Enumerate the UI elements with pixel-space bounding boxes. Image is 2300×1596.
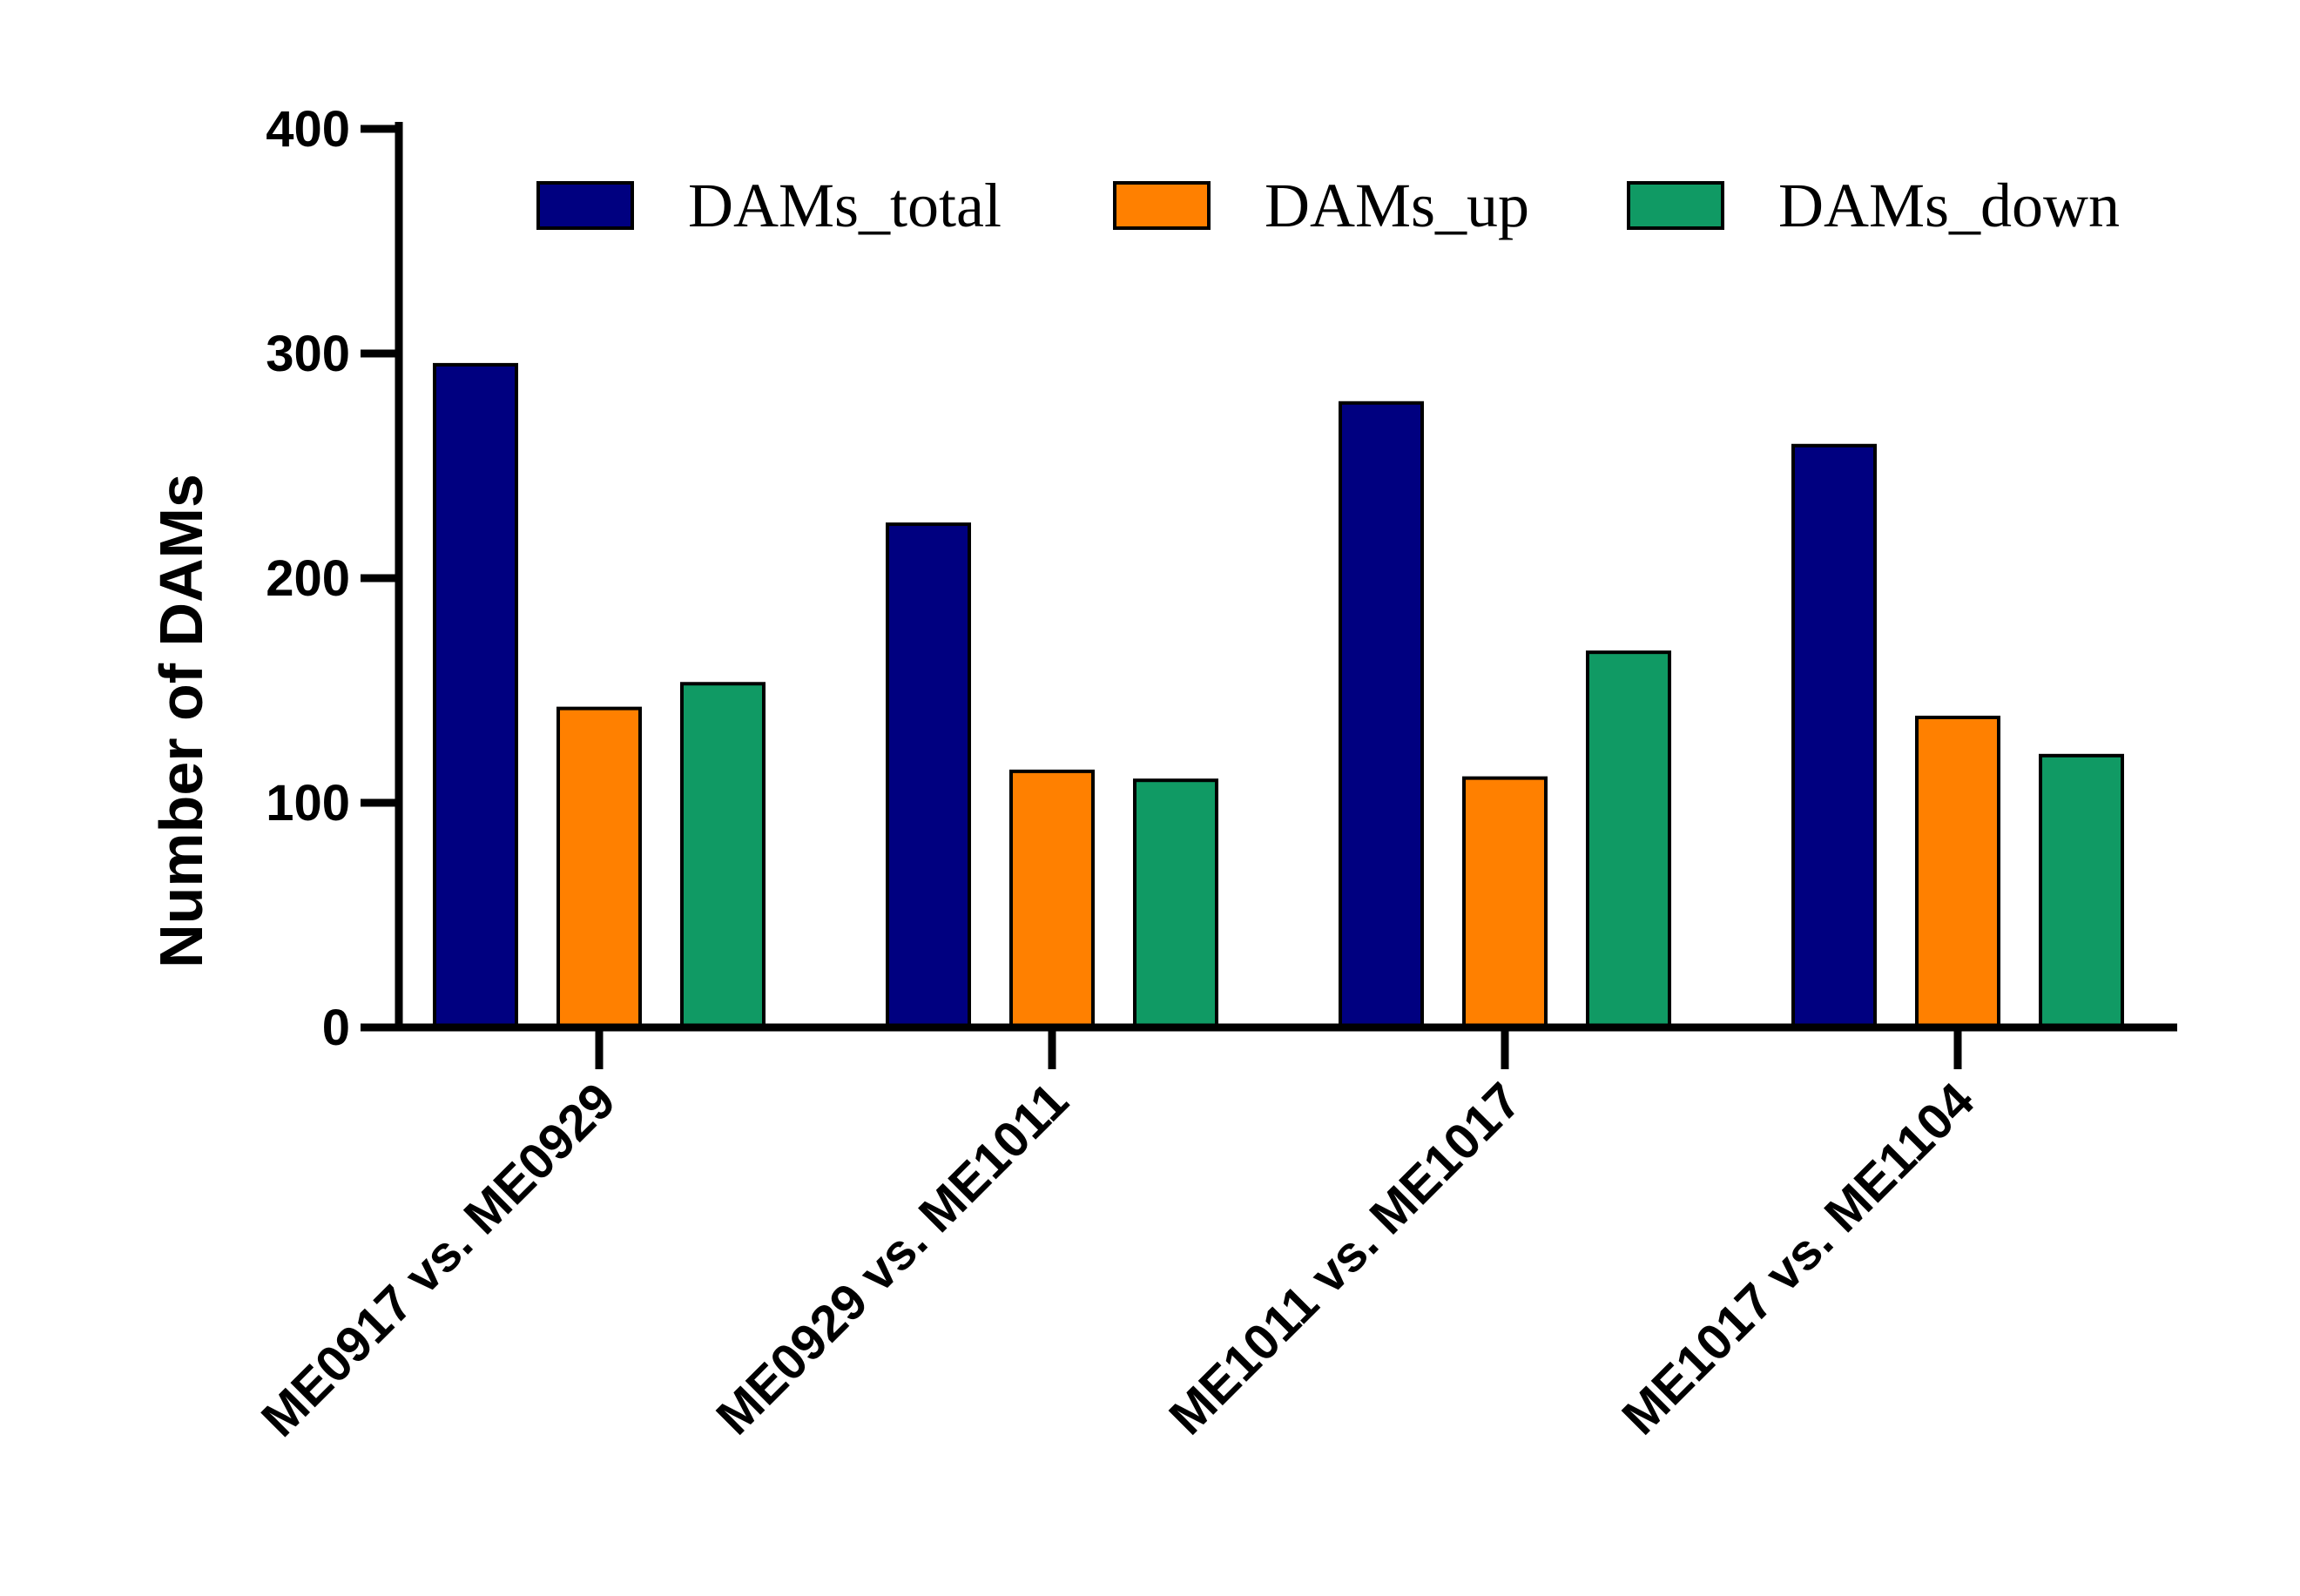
legend-label-dams-down: DAMs_down bbox=[1778, 171, 2120, 240]
legend-label-dams-up: DAMs_up bbox=[1265, 171, 1529, 240]
bar-dams-down-2 bbox=[1133, 778, 1218, 1029]
y-tick-label-200: 200 bbox=[266, 550, 350, 607]
y-tick-label-100: 100 bbox=[266, 775, 350, 832]
legend-swatch-dams-down bbox=[1627, 181, 1724, 230]
x-tick-label-2: ME0929 vs. ME1011 bbox=[705, 1072, 1079, 1445]
bar-dams-up-1 bbox=[556, 706, 642, 1029]
bar-dams-total-4 bbox=[1791, 443, 1877, 1029]
y-axis-title: Number of DAMs bbox=[147, 474, 215, 968]
bars-layer bbox=[433, 362, 2124, 1030]
legend-swatch-dams-up bbox=[1113, 181, 1211, 230]
legend: DAMs_total DAMs_up DAMs_down bbox=[536, 171, 2120, 240]
bar-dams-up-4 bbox=[1915, 715, 2000, 1030]
x-tick-label-3: ME1011 vs. ME1017 bbox=[1158, 1072, 1532, 1445]
bar-dams-down-1 bbox=[680, 682, 766, 1029]
bar-dams-total-3 bbox=[1339, 401, 1424, 1029]
bar-dams-down-4 bbox=[2039, 753, 2124, 1029]
bar-dams-down-3 bbox=[1586, 650, 1671, 1029]
bar-dams-total-1 bbox=[433, 362, 518, 1029]
y-tick-label-400: 400 bbox=[266, 101, 350, 158]
bar-dams-total-2 bbox=[886, 522, 971, 1029]
x-tick-label-4: ME1017 vs. ME1104 bbox=[1611, 1072, 1985, 1445]
legend-swatch-dams-total bbox=[536, 181, 634, 230]
bar-dams-up-2 bbox=[1009, 769, 1095, 1029]
y-tick-label-0: 0 bbox=[322, 1000, 350, 1056]
legend-label-dams-total: DAMs_total bbox=[688, 171, 1002, 240]
axes-layer bbox=[361, 122, 2177, 1069]
bar-dams-up-3 bbox=[1462, 776, 1548, 1029]
x-tick-label-1: ME0917 vs. ME0929 bbox=[251, 1072, 626, 1447]
y-tick-label-300: 300 bbox=[266, 326, 350, 382]
